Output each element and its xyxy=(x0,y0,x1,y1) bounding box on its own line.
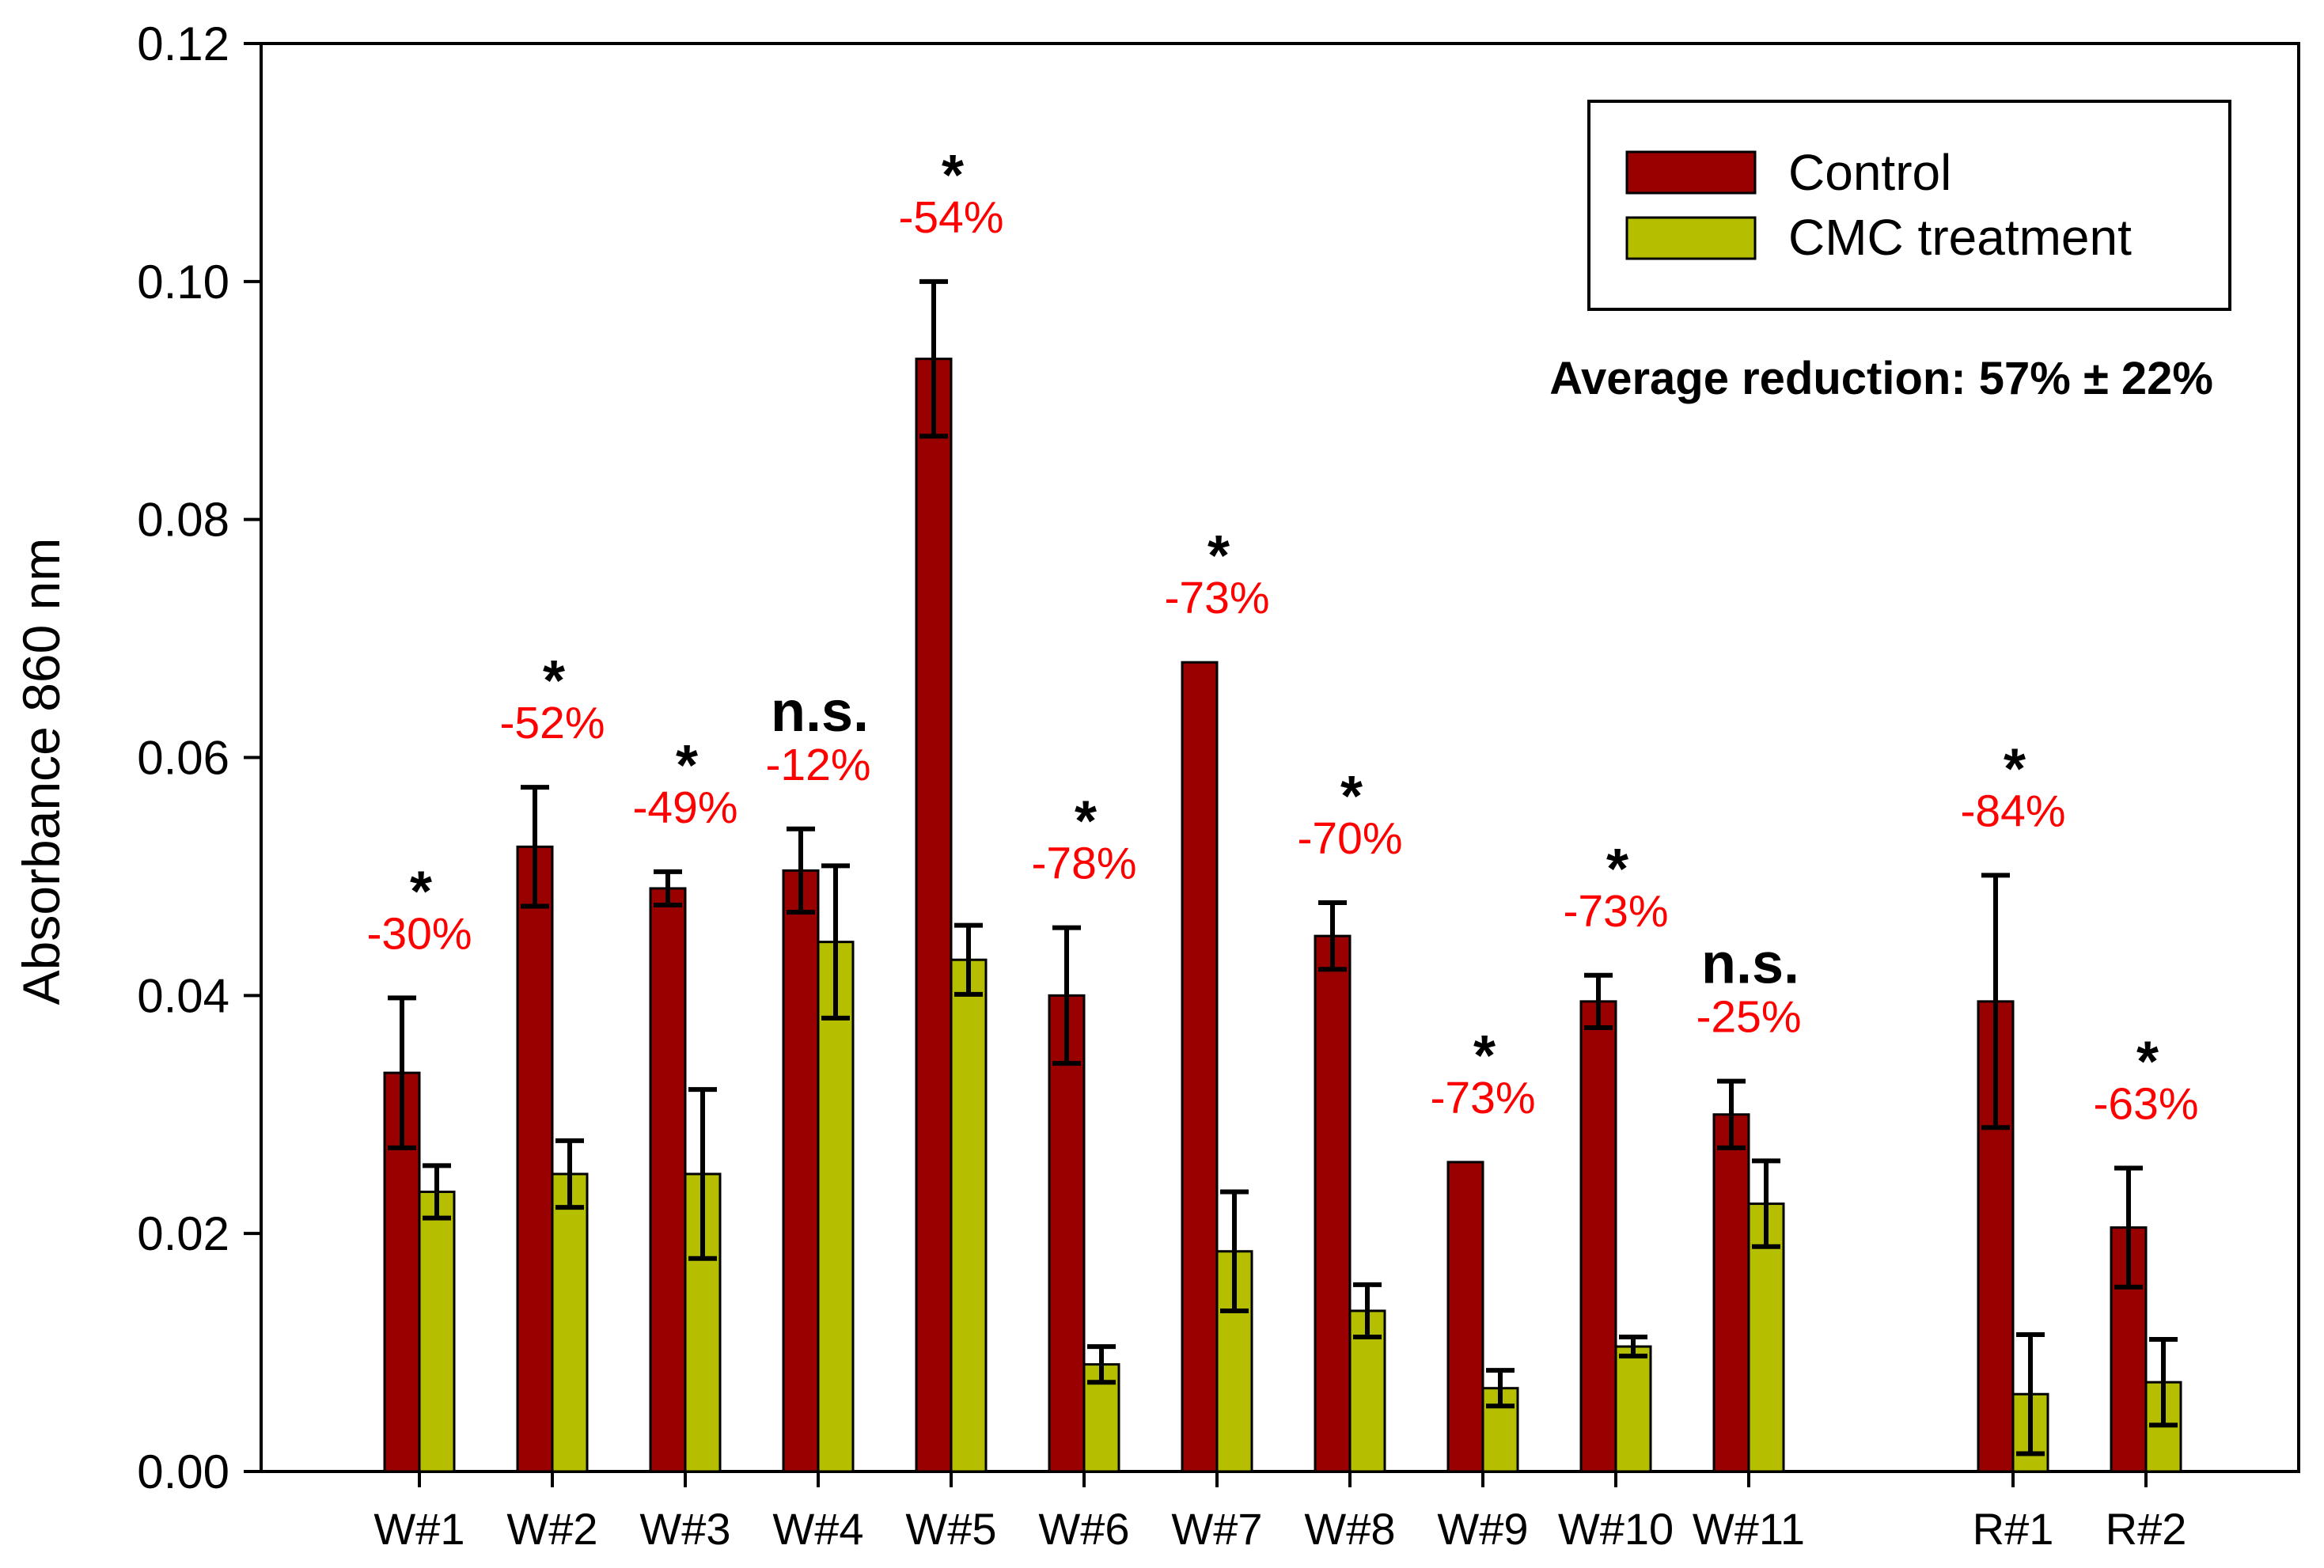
cmc-bar xyxy=(950,958,988,1473)
legend-swatch-control xyxy=(1625,150,1757,195)
significance-label: * xyxy=(1207,525,1230,588)
x-tick-label: R#2 xyxy=(2106,1504,2187,1554)
reduction-label: -70% xyxy=(1297,813,1402,864)
x-tick-label: W#6 xyxy=(1038,1504,1129,1554)
cmc-bar xyxy=(1614,1345,1652,1473)
x-tick-label: W#5 xyxy=(905,1504,996,1554)
annotations: -30%*-52%*-49%* -12%n.s.-54%*-78%*-73%*-7… xyxy=(366,144,2198,1130)
reduction-label: -73% xyxy=(1563,886,1668,937)
y-tick-label: 0.06 xyxy=(137,732,229,785)
reduction-label: -78% xyxy=(1031,839,1136,889)
significance-label: * xyxy=(1340,765,1363,828)
significance-label: n.s. xyxy=(1701,933,1799,996)
x-tick-label: W#4 xyxy=(772,1504,863,1554)
x-tick-label: W#2 xyxy=(506,1504,597,1554)
reduction-label: -63% xyxy=(2093,1078,2198,1129)
bars xyxy=(383,358,2182,1473)
x-tick-label: W#3 xyxy=(639,1504,730,1554)
legend-box xyxy=(1587,100,2231,311)
significance-label: * xyxy=(543,650,565,713)
x-tick-label: W#7 xyxy=(1171,1504,1262,1554)
x-tick-label: W#8 xyxy=(1304,1504,1395,1554)
control-bar xyxy=(1181,661,1219,1473)
axes: 0.00 0.02 0.04 0.06 0.08 0.10 0.12 W#1 W#2 W#3 W#4… xyxy=(137,17,2300,1554)
reduction-label: -54% xyxy=(898,192,1003,243)
control-bar xyxy=(1579,1000,1617,1473)
control-bar xyxy=(915,358,953,1473)
legend-label-control: Control xyxy=(1788,144,1951,201)
reduction-label: -25% xyxy=(1696,992,1801,1043)
x-tick-label: W#9 xyxy=(1437,1504,1528,1554)
legend-swatch-cmc xyxy=(1625,216,1757,260)
significance-label: * xyxy=(1075,790,1097,854)
cmc-bar xyxy=(418,1191,456,1473)
reduction-label: -84% xyxy=(1960,786,2065,836)
significance-label: * xyxy=(2004,737,2026,801)
control-bar xyxy=(1314,934,1352,1473)
x-tick-label: W#11 xyxy=(1693,1504,1805,1554)
average-reduction-label: Average reduction: 57% ± 22% xyxy=(1549,353,2213,404)
reduction-label: -73% xyxy=(1430,1073,1535,1123)
x-tick-label: W#10 xyxy=(1558,1504,1674,1554)
control-bar xyxy=(516,845,554,1473)
reduction-label: -52% xyxy=(499,698,605,748)
significance-label: * xyxy=(410,860,432,923)
significance-label: * xyxy=(2136,1030,2159,1093)
y-tick-label: 0.10 xyxy=(137,256,229,309)
reduction-label: -49% xyxy=(632,782,737,833)
y-tick-label: 0.08 xyxy=(137,494,229,547)
control-bar xyxy=(649,887,687,1473)
x-tick-label: W#1 xyxy=(373,1504,464,1554)
y-axis-title: Absorbance 860 nm xyxy=(12,538,70,1006)
cmc-bar xyxy=(817,941,855,1473)
control-bar xyxy=(782,869,820,1473)
reduction-label: -12% xyxy=(765,740,870,790)
error-bars xyxy=(388,278,2178,1456)
legend-label-cmc-treatment: CMC treatment xyxy=(1788,209,2132,266)
control-bar xyxy=(1048,994,1086,1473)
significance-label: n.s. xyxy=(771,680,869,744)
y-tick-label: 0.04 xyxy=(137,969,229,1022)
cmc-bar xyxy=(551,1172,589,1473)
control-bar xyxy=(1446,1161,1484,1473)
legend: Control CMC treatment xyxy=(1587,100,2231,311)
significance-label: * xyxy=(942,144,964,207)
significance-label: * xyxy=(1606,838,1628,901)
y-tick-label: 0.00 xyxy=(137,1445,229,1498)
significance-label: * xyxy=(1473,1025,1496,1088)
control-bar xyxy=(1712,1113,1750,1473)
reduction-label: -73% xyxy=(1164,573,1269,623)
reduction-label: -30% xyxy=(366,908,472,959)
significance-label: * xyxy=(676,734,698,797)
y-tick-label: 0.12 xyxy=(137,17,229,70)
y-tick-label: 0.02 xyxy=(137,1207,229,1260)
x-tick-label: R#1 xyxy=(1973,1504,2054,1554)
